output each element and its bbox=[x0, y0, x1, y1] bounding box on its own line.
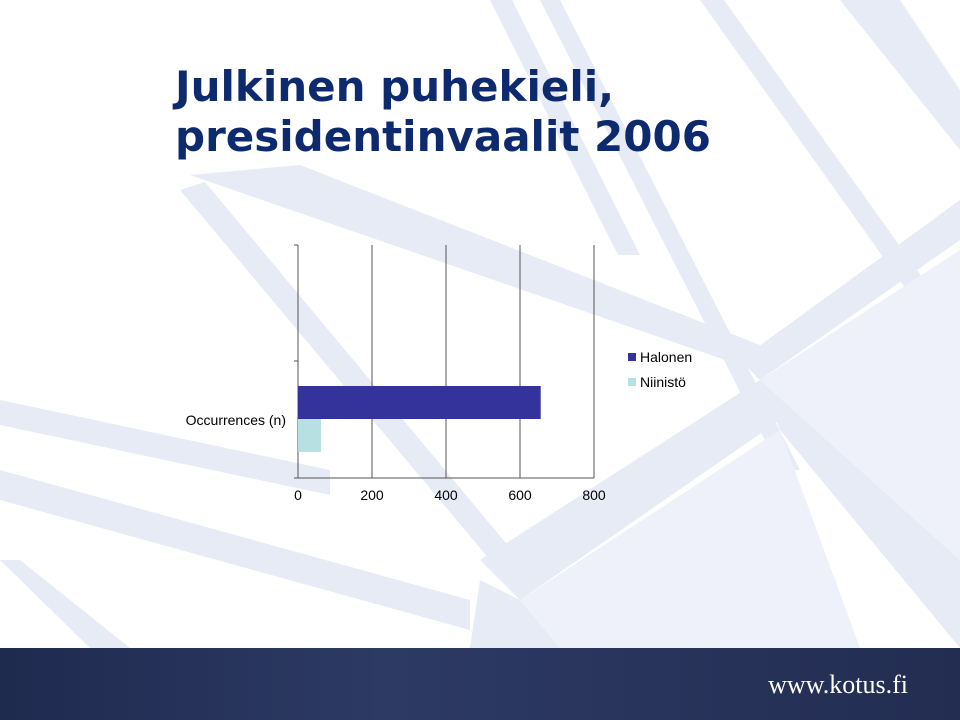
slide-title-line-1: Julkinen puhekieli, bbox=[175, 62, 615, 111]
x-tick-label: 800 bbox=[582, 487, 606, 503]
footer-url: www.kotus.fi bbox=[768, 670, 908, 699]
legend-label-halonen: Halonen bbox=[640, 349, 692, 365]
x-tick-label: 0 bbox=[294, 487, 302, 503]
legend-label-niinisto: Niinistö bbox=[640, 374, 686, 390]
gridlines bbox=[371, 245, 595, 478]
slide-title: Julkinen puhekieli, presidentinvaalit 20… bbox=[175, 62, 711, 162]
category-label: Occurrences (n) bbox=[186, 412, 286, 428]
x-tick-label: 200 bbox=[360, 487, 384, 503]
bar-halonen bbox=[298, 386, 541, 419]
legend-swatch-halonen bbox=[628, 353, 636, 361]
slide-title-line-2: presidentinvaalit 2006 bbox=[175, 112, 711, 161]
legend: Halonen Niinistö bbox=[628, 349, 692, 390]
footer-bar: www.kotus.fi bbox=[0, 648, 960, 720]
x-tick-labels: 0 200 400 600 800 bbox=[294, 487, 606, 503]
bar-niinisto bbox=[298, 419, 321, 452]
x-tick-label: 400 bbox=[434, 487, 458, 503]
legend-swatch-niinisto bbox=[628, 378, 636, 386]
bars bbox=[298, 386, 541, 452]
x-tick-label: 600 bbox=[508, 487, 532, 503]
